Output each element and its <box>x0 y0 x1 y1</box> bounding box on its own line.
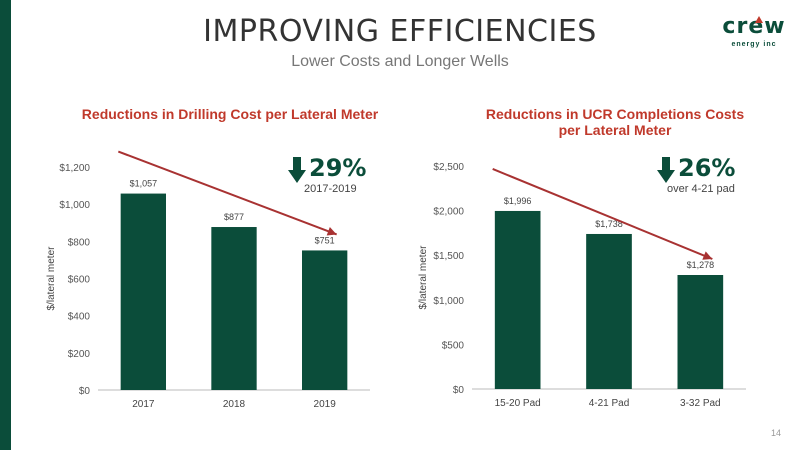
chart2-bar <box>494 210 541 389</box>
chart2-x-tick-label: 15-20 Pad <box>495 398 541 409</box>
chart1-data-label: $751 <box>315 235 335 245</box>
chart2-data-label: $1,278 <box>687 260 715 270</box>
chart1-x-tick-label: 2017 <box>132 399 155 410</box>
chart2-y-tick-label: $500 <box>442 340 465 351</box>
chart2-bar <box>586 233 632 389</box>
company-logo: crew energy inc <box>718 14 790 54</box>
callout-1-note: 2017-2019 <box>304 183 357 195</box>
chart1-data-label: $1,057 <box>130 179 158 189</box>
chart2-y-tick-label: $1,500 <box>433 251 464 262</box>
chart1-title: Reductions in Drilling Cost per Lateral … <box>81 106 379 122</box>
chart2-data-label: $1,996 <box>504 196 532 206</box>
chart2-y-tick-label: $2,000 <box>433 207 464 218</box>
chart1-x-tick-label: 2018 <box>223 399 246 410</box>
callout-2-percent: 26% <box>678 154 736 182</box>
chart1-y-axis-label: $/lateral meter <box>46 246 57 311</box>
chart1-bar <box>211 227 257 390</box>
chart2-trend-arrow-line <box>492 168 713 260</box>
logo-mark-icon <box>755 16 763 23</box>
chart1-y-tick-label: $0 <box>79 386 91 397</box>
chart1-y-tick-label: $200 <box>68 349 91 360</box>
chart2-data-label: $1,738 <box>595 219 623 229</box>
chart2-y-axis-label: $/lateral meter <box>418 245 429 310</box>
page-subtitle: Lower Costs and Longer Wells <box>291 53 509 70</box>
chart1-trend-arrow-head <box>326 227 337 236</box>
chart1-bar <box>120 193 166 390</box>
chart1-x-tick-label: 2019 <box>314 399 337 410</box>
chart1-plot: $0 $200 $400 $600 $800 $1,000 $1,200 $/lateral … <box>46 150 370 410</box>
logo-tagline: energy inc <box>731 41 777 48</box>
chart1-y-tick-label: $1,200 <box>59 163 90 174</box>
chart2-bar <box>677 275 724 389</box>
left-accent-bar <box>0 0 11 450</box>
chart1-y-tick-label: $400 <box>68 312 91 323</box>
chart2-x-tick-label: 3-32 Pad <box>680 398 721 409</box>
chart2-y-tick-label: $1,000 <box>433 296 464 307</box>
chart1-y-tick-label: $800 <box>68 237 91 248</box>
page-number: 14 <box>771 428 782 438</box>
callout-2-note: over 4-21 pad <box>667 183 735 195</box>
chart1-bar <box>302 250 348 390</box>
chart2-plot: $0 $500 $1,000 $1,500 $2,000 $2,500 $/lateral … <box>418 162 746 409</box>
chart2-y-tick-label: $0 <box>453 385 465 396</box>
chart1-y-tick-label: $600 <box>68 275 91 286</box>
logo-wordmark: crew <box>722 14 786 39</box>
chart1-data-label: $877 <box>224 212 244 222</box>
chart2-y-tick-label: $2,500 <box>433 162 464 173</box>
down-arrow-icon <box>657 157 675 183</box>
page-title: IMPROVING EFFICIENCIES <box>203 14 597 49</box>
chart2-title: Reductions in UCR Completions Costs per … <box>485 106 745 138</box>
chart2-x-tick-label: 4-21 Pad <box>589 398 630 409</box>
chart2-trend-arrow-head <box>702 251 713 260</box>
chart1-trend-arrow-line <box>117 150 338 236</box>
chart1-y-tick-label: $1,000 <box>59 200 90 211</box>
callout-1-percent: 29% <box>309 154 367 182</box>
down-arrow-icon <box>288 157 306 183</box>
